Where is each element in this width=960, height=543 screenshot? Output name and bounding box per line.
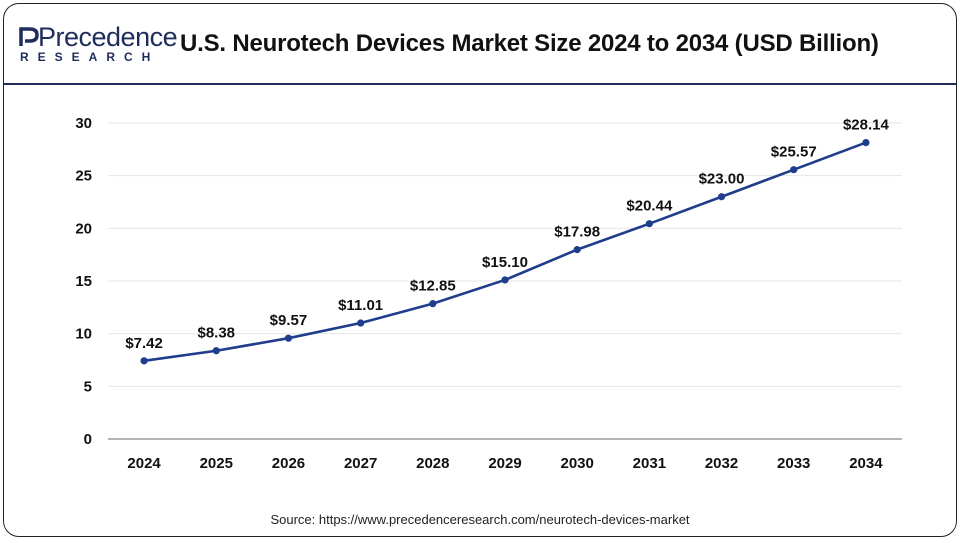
x-tick-label: 2026: [272, 455, 305, 472]
logo-subtitle: RESEARCH: [20, 50, 160, 64]
y-tick-label: 15: [75, 273, 92, 290]
data-label: $20.44: [626, 198, 673, 215]
chart-title: U.S. Neurotech Devices Market Size 2024 …: [180, 30, 879, 57]
data-point: [501, 276, 509, 284]
data-label: $25.57: [771, 144, 817, 161]
x-tick-label: 2034: [849, 455, 883, 472]
data-label: $11.01: [338, 297, 383, 314]
y-tick-label: 25: [75, 168, 92, 185]
x-tick-label: 2033: [777, 455, 810, 472]
data-label: $23.00: [699, 171, 745, 188]
data-point: [284, 334, 293, 342]
data-point: [212, 347, 220, 355]
data-label: $28.14: [843, 117, 890, 134]
data-point: [357, 319, 365, 327]
x-tick-label: 2032: [705, 455, 738, 472]
data-point: [717, 193, 726, 201]
chart-frame: Precedence RESEARCH U.S. Neurotech Devic…: [3, 3, 957, 537]
x-tick-label: 2024: [127, 455, 161, 472]
source-note: Source: https://www.precedenceresearch.c…: [270, 512, 690, 527]
x-tick-label: 2030: [560, 455, 593, 472]
x-tick-label: 2031: [633, 455, 666, 472]
y-tick-label: 30: [75, 115, 92, 132]
data-label: $7.42: [125, 335, 163, 352]
data-label: $17.98: [554, 224, 600, 241]
header: Precedence RESEARCH U.S. Neurotech Devic…: [4, 4, 956, 85]
x-tick-label: 2025: [200, 455, 233, 472]
y-tick-label: 10: [75, 326, 92, 343]
data-label: $12.85: [410, 278, 456, 295]
data-point: [862, 138, 870, 147]
y-tick-label: 0: [84, 431, 92, 448]
data-point: [429, 300, 437, 308]
y-tick-label: 5: [84, 378, 92, 395]
y-tick-label: 20: [75, 220, 92, 237]
data-point: [645, 220, 653, 228]
logo-mark-icon: [19, 27, 39, 46]
logo-word: Precedence: [38, 22, 178, 52]
data-point: [790, 166, 798, 174]
x-tick-label: 2029: [488, 455, 521, 472]
data-label: $15.10: [482, 254, 528, 271]
data-point: [573, 246, 581, 254]
data-label: $9.57: [270, 312, 308, 329]
x-tick-label: 2027: [344, 455, 377, 472]
brand-logo: Precedence RESEARCH: [18, 22, 178, 66]
data-point: [140, 357, 148, 365]
x-tick-label: 2028: [416, 455, 449, 472]
data-label: $8.38: [197, 325, 235, 342]
